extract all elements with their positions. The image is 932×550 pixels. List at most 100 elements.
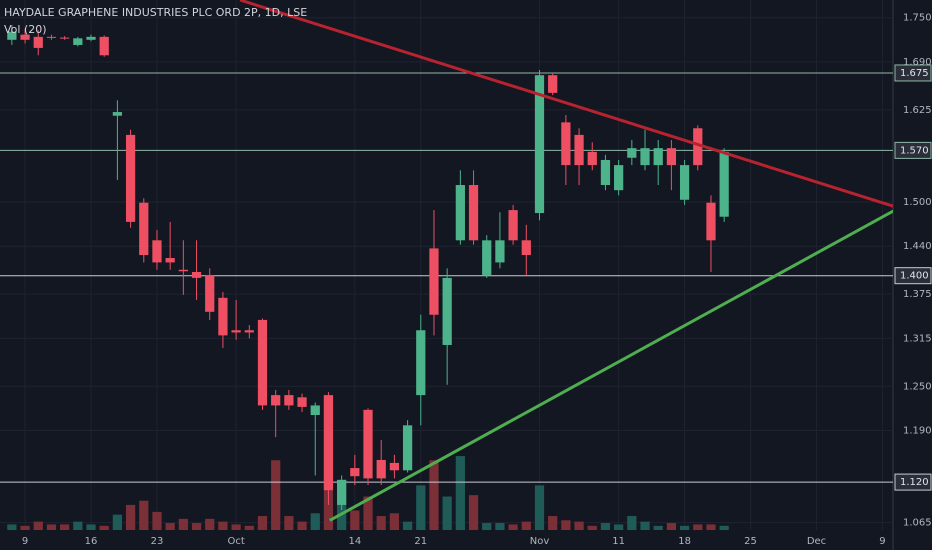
volume-bar (442, 496, 452, 530)
volume-bar (165, 523, 175, 530)
volume-bar (20, 525, 30, 530)
candle-body (350, 468, 360, 477)
x-tick-label: 23 (151, 536, 164, 547)
candle-body (218, 297, 228, 336)
trendline (239, 0, 893, 208)
y-tick-label: 1.690 (903, 57, 932, 68)
candle-body (86, 36, 96, 40)
x-tick-label: Nov (530, 536, 550, 547)
volume-bar (666, 523, 677, 530)
level-label: 1.120 (900, 477, 929, 488)
volume-bar (297, 521, 307, 530)
volume-bar (561, 520, 571, 530)
volume-bar (640, 521, 650, 530)
volume-bar (376, 516, 386, 530)
volume-bar (548, 516, 558, 530)
x-tick-label: 25 (744, 536, 757, 547)
volume-bar (7, 524, 17, 530)
x-tick-label: 9 (879, 536, 885, 547)
trendlines (239, 0, 893, 522)
volume-bar (389, 513, 400, 530)
candle-body (271, 395, 281, 406)
volume-bar (33, 521, 43, 530)
level-label-box (894, 64, 932, 82)
level-label: 1.570 (900, 145, 929, 156)
volume-bar (614, 524, 624, 530)
candle-body (139, 202, 149, 256)
x-tick-label: 18 (678, 536, 691, 547)
candle-body (521, 240, 531, 256)
y-tick-label: 1.440 (903, 241, 932, 252)
volume-bar (508, 524, 518, 530)
candle-body (640, 148, 650, 166)
x-tick-label: 11 (612, 536, 625, 547)
candle-body (205, 274, 215, 312)
y-tick-label: 1.625 (903, 105, 932, 116)
candle-body (20, 34, 30, 40)
candle-body (416, 330, 426, 396)
candle-body (587, 151, 597, 166)
candle-body (257, 319, 268, 406)
candle-body (666, 148, 677, 166)
candle-body (284, 395, 294, 406)
candle-body (60, 37, 70, 39)
candle-body (323, 395, 334, 491)
volume-bar (99, 525, 109, 530)
candle-body (46, 36, 57, 38)
x-tick-label: 9 (22, 536, 28, 547)
candle-body (442, 277, 452, 345)
volume-bar (310, 513, 320, 530)
candle-body (574, 134, 584, 166)
level-label: 1.675 (900, 68, 929, 79)
x-tick-label: 14 (348, 536, 361, 547)
candle-body (376, 459, 386, 479)
y-tick-label: 1.190 (903, 425, 932, 436)
volume-bar (284, 516, 294, 530)
candle-body (455, 185, 465, 241)
volume-bar (271, 460, 281, 530)
volume-bar (350, 510, 360, 530)
candle-body (7, 31, 17, 40)
y-tick-label: 1.250 (903, 381, 932, 392)
volume-bar (416, 485, 426, 530)
y-tick-label: 1.065 (903, 518, 932, 529)
candle-body (112, 112, 123, 116)
volume-bar (231, 524, 241, 530)
candle-body (73, 38, 83, 45)
volume-bar (257, 516, 268, 530)
candle-body (389, 462, 400, 471)
level-label-box (894, 267, 932, 285)
volume-bar (86, 524, 96, 530)
volume-bar (244, 525, 254, 530)
candle-body (482, 240, 492, 275)
candle-body (548, 75, 558, 93)
axes: 1.065 1.190 1.250 1.315 1.375 1.440 1.500 1.625… (22, 13, 932, 547)
volume-bar (178, 518, 188, 530)
volume-bar (706, 524, 716, 530)
candle-body (534, 75, 545, 214)
candle-body (561, 122, 571, 166)
candle-body (152, 240, 162, 263)
candle-body (178, 269, 188, 272)
volume-bar (205, 518, 215, 530)
volume-bar (679, 525, 690, 530)
volume-bar (574, 521, 584, 530)
candle-body (99, 36, 109, 56)
y-tick-label: 1.315 (903, 333, 932, 344)
volume-bar (363, 496, 373, 530)
candle-body (495, 240, 505, 263)
volume-bar (218, 521, 228, 530)
volume-bar (112, 514, 123, 530)
candle-body (297, 397, 307, 407)
candle-body (693, 128, 703, 166)
candle-body (33, 36, 43, 48)
y-tick-label: 1.375 (903, 289, 932, 300)
volume-bar (719, 525, 729, 530)
x-tick-label: Oct (227, 536, 244, 547)
candle-body (508, 210, 518, 241)
candle-body (653, 148, 663, 166)
volume-bar (429, 460, 439, 530)
volume-bar (534, 485, 545, 530)
y-tick-label: 1.750 (903, 13, 932, 24)
